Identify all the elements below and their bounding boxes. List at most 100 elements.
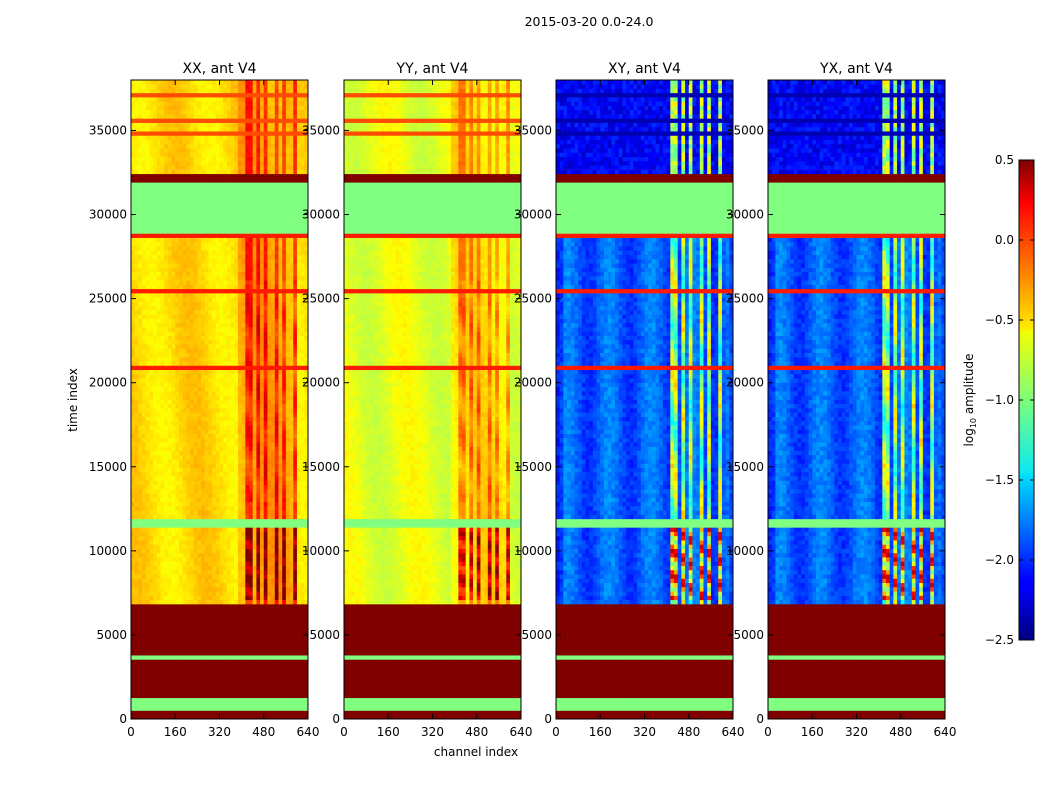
- heatmap-cell: [230, 625, 235, 630]
- heatmap-cell: [237, 535, 242, 541]
- heatmap-cell: [263, 484, 268, 490]
- heatmap-cell: [256, 378, 261, 383]
- heatmap-cell: [212, 672, 217, 677]
- heatmap-cell: [263, 663, 268, 669]
- heatmap-cell: [156, 689, 161, 694]
- heatmap-cell: [212, 433, 217, 439]
- heatmap-cell: [160, 582, 165, 588]
- heatmap-cell: [252, 701, 257, 707]
- heatmap-cell: [241, 403, 246, 409]
- heatmap-cell: [149, 484, 154, 490]
- heatmap-cell: [219, 591, 224, 596]
- heatmap-cell: [175, 386, 180, 392]
- heatmap-cell: [197, 293, 202, 298]
- heatmap-cell: [304, 305, 309, 311]
- heatmap-cell: [293, 297, 298, 302]
- heatmap-cell: [193, 429, 198, 434]
- heatmap-cell: [175, 365, 180, 371]
- heatmap-cell: [134, 446, 139, 451]
- heatmap-cell: [241, 557, 246, 562]
- heatmap-cell: [171, 339, 176, 345]
- heatmap-cell: [138, 633, 143, 639]
- heatmap-cell: [131, 523, 136, 528]
- heatmap-cell: [186, 331, 191, 336]
- heatmap-cell: [142, 463, 147, 469]
- heatmap-cell: [171, 540, 176, 545]
- heatmap-cell: [256, 697, 261, 703]
- heatmap-cell: [296, 603, 301, 609]
- heatmap-cell: [252, 305, 257, 311]
- heatmap-cell: [178, 275, 183, 281]
- heatmap-cell: [230, 599, 235, 605]
- heatmap-cell: [138, 437, 143, 443]
- heatmap-cell: [260, 488, 265, 494]
- heatmap-cell: [230, 335, 235, 341]
- heatmap-cell: [252, 582, 257, 588]
- heatmap-cell: [285, 676, 290, 682]
- heatmap-cell: [278, 412, 283, 417]
- heatmap-cell: [149, 616, 154, 622]
- heatmap-cell: [230, 408, 235, 413]
- heatmap-cell: [131, 586, 136, 592]
- heatmap-cell: [142, 437, 147, 443]
- heatmap-cell: [201, 425, 206, 430]
- heatmap-cell: [178, 663, 183, 669]
- heatmap-cell: [219, 701, 224, 707]
- heatmap-cell: [271, 676, 276, 682]
- heatmap-cell: [153, 608, 158, 613]
- heatmap-cell: [190, 365, 195, 371]
- heatmap-cell: [278, 480, 283, 486]
- heatmap-cell: [208, 586, 213, 592]
- heatmap-cell: [215, 403, 220, 409]
- heatmap-cell: [293, 416, 298, 422]
- heatmap-cell: [175, 369, 180, 375]
- heatmap-cell: [131, 591, 136, 596]
- heatmap-cell: [171, 488, 176, 494]
- heatmap-cell: [300, 301, 305, 307]
- heatmap-cell: [293, 280, 298, 285]
- heatmap-cell: [167, 714, 172, 720]
- heatmap-cell: [197, 582, 202, 588]
- heatmap-cell: [263, 467, 268, 473]
- heatmap-cell: [134, 493, 139, 498]
- heatmap-cell: [212, 403, 217, 409]
- heatmap-cell: [156, 288, 161, 294]
- heatmap-cell: [131, 544, 136, 549]
- heatmap-cell: [160, 714, 165, 720]
- heatmap-cell: [226, 693, 231, 699]
- heatmap-cell: [296, 471, 301, 477]
- heatmap-cell: [138, 586, 143, 592]
- heatmap-cell: [226, 535, 231, 541]
- heatmap-cell: [226, 638, 231, 643]
- heatmap-cell: [304, 288, 309, 294]
- heatmap-cell: [149, 378, 154, 383]
- heatmap-cell: [175, 582, 180, 588]
- heatmap-cell: [149, 586, 154, 592]
- heatmap-cell: [138, 493, 143, 498]
- heatmap-cell: [263, 625, 268, 630]
- heatmap-cell: [175, 599, 180, 605]
- heatmap-cell: [164, 569, 169, 575]
- heatmap-cell: [167, 395, 172, 400]
- heatmap-cell: [138, 659, 143, 664]
- heatmap-cell: [256, 599, 261, 605]
- heatmap-cell: [226, 467, 231, 473]
- heatmap-cell: [190, 488, 195, 494]
- heatmap-cell: [226, 297, 231, 302]
- heatmap-cell: [293, 382, 298, 388]
- heatmap-cell: [193, 463, 198, 469]
- heatmap-cell: [204, 420, 209, 426]
- heatmap-cell: [252, 390, 257, 396]
- heatmap-cell: [145, 582, 150, 588]
- heatmap-cell: [171, 493, 176, 498]
- heatmap-cell: [245, 714, 250, 720]
- heatmap-cell: [142, 676, 147, 682]
- heatmap-cell: [175, 275, 180, 281]
- heatmap-cell: [156, 557, 161, 562]
- heatmap-cell: [215, 569, 220, 575]
- heatmap-cell: [215, 429, 220, 434]
- heatmap-cell: [215, 527, 220, 532]
- heatmap-cell: [145, 403, 150, 409]
- heatmap-cell: [241, 523, 246, 528]
- heatmap-cell: [285, 450, 290, 456]
